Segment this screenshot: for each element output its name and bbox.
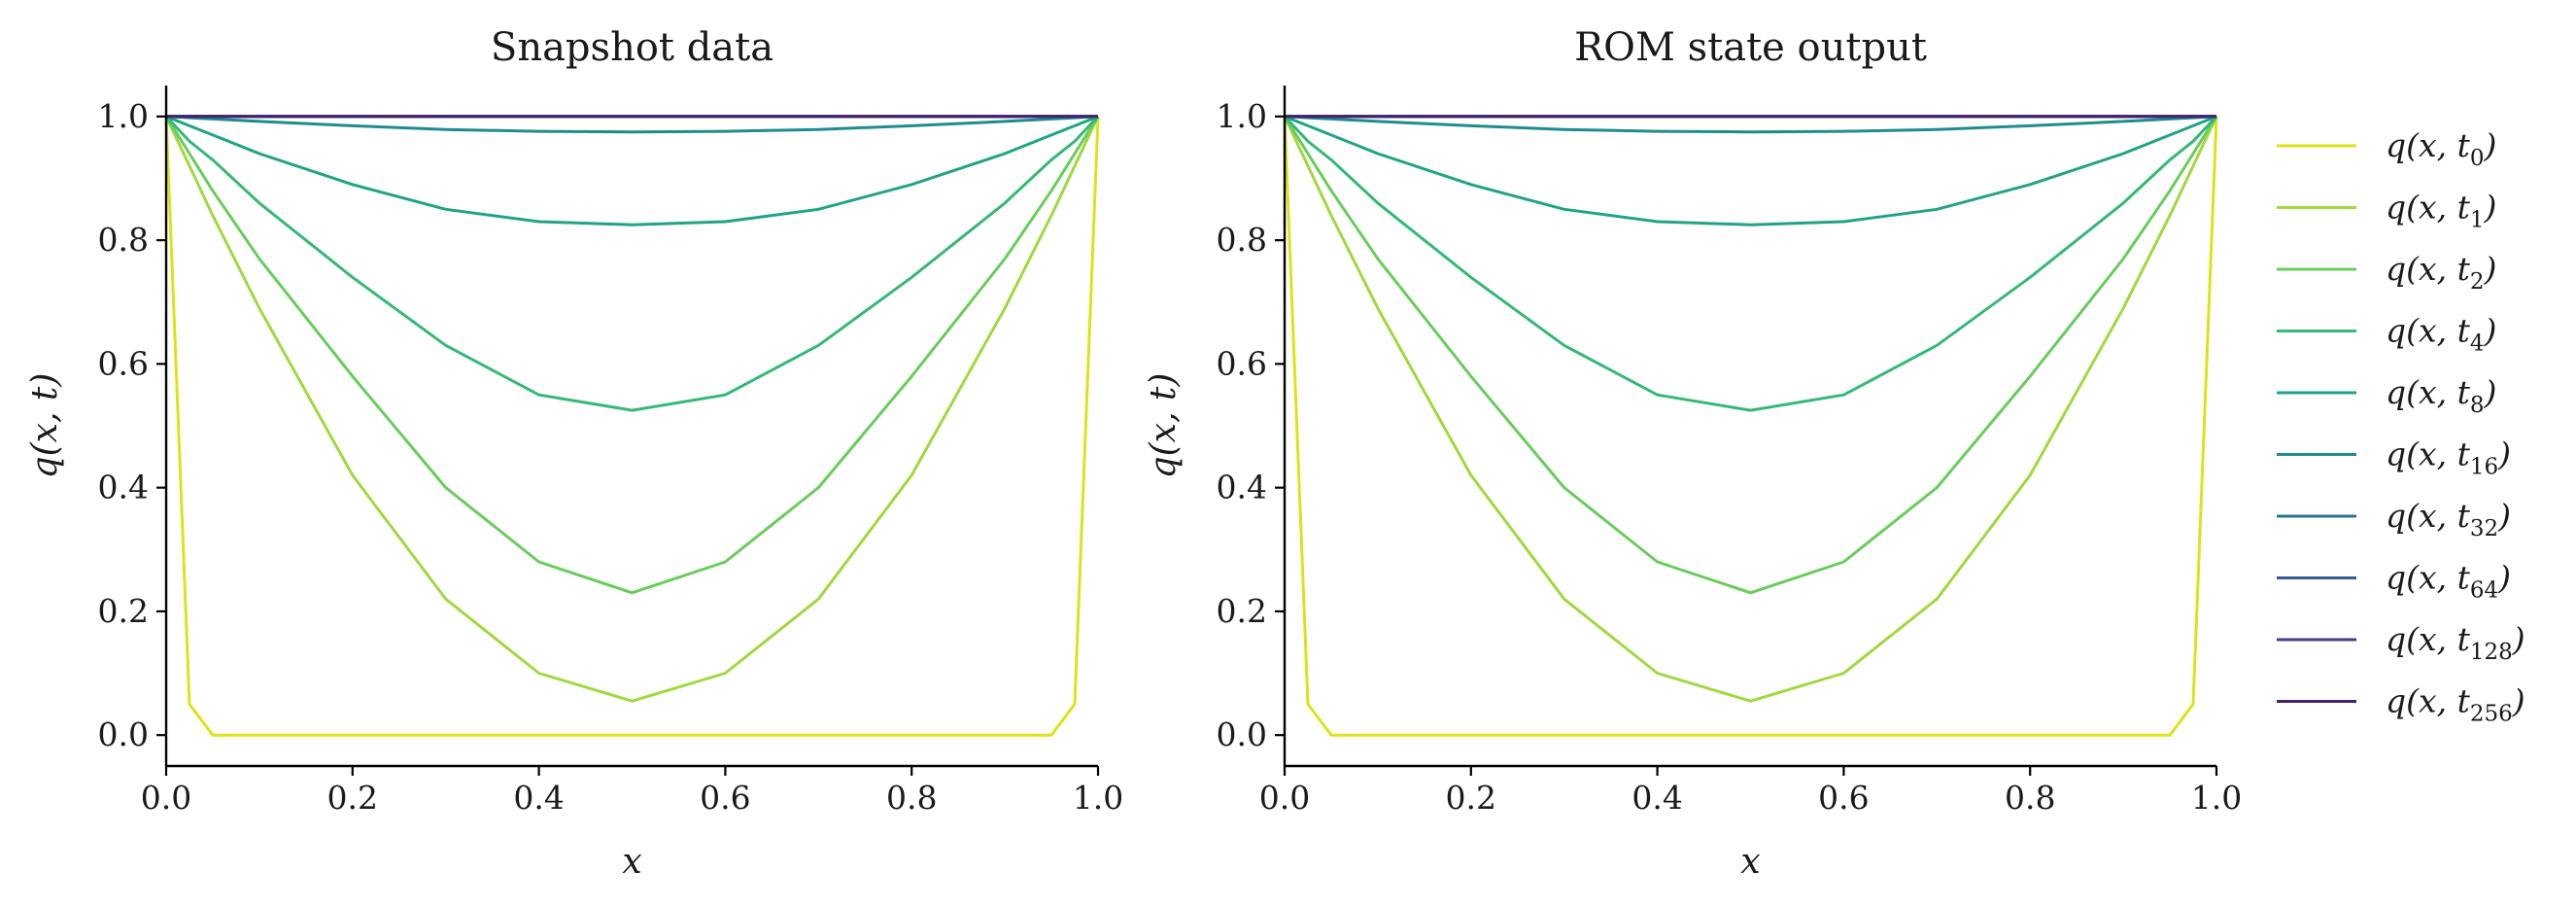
y-axis-label: q(x, t) — [25, 373, 65, 479]
y-tick-label: 0.2 — [1217, 592, 1267, 630]
y-tick-label: 0.8 — [98, 221, 149, 259]
chart-title: ROM state output — [1574, 25, 1927, 70]
series-line-t16 — [1284, 115, 2217, 134]
legend-item: q(x, t128) — [2277, 620, 2525, 665]
legend-label: q(x, t256) — [2386, 682, 2525, 727]
legend-label: q(x, t16) — [2386, 436, 2511, 480]
y-tick-label: 1.0 — [98, 97, 149, 135]
legend-label: q(x, t2) — [2386, 250, 2496, 295]
legend-label: q(x, t1) — [2386, 189, 2496, 233]
y-tick-label: 0.6 — [98, 344, 149, 382]
x-tick-label: 0.8 — [886, 779, 937, 817]
x-tick-label: 0.2 — [1446, 779, 1496, 817]
series-line-t2 — [1283, 116, 2218, 595]
y-tick-label: 0.0 — [98, 715, 149, 753]
x-tick-label: 0.6 — [700, 779, 750, 817]
legend-label: q(x, t8) — [2386, 373, 2496, 418]
series-line-t1 — [164, 116, 1100, 703]
x-axis-label: x — [622, 842, 641, 882]
y-tick-label: 0.6 — [1217, 344, 1267, 382]
x-tick-label: 0.4 — [1631, 779, 1682, 817]
x-tick-label: 0.2 — [327, 779, 378, 817]
x-tick-label: 0.8 — [2005, 779, 2055, 817]
x-tick-label: 0.6 — [1818, 779, 1869, 817]
series-line-t8 — [165, 115, 1099, 226]
series-line-t1 — [1283, 116, 2218, 703]
series-line-t0 — [164, 116, 1100, 737]
legend-item: q(x, t32) — [2277, 497, 2511, 541]
series-line-t2 — [164, 116, 1100, 595]
y-axis-label: q(x, t) — [1144, 373, 1184, 479]
legend-label: q(x, t64) — [2386, 559, 2511, 604]
legend-label: q(x, t0) — [2386, 126, 2496, 171]
x-tick-label: 0.0 — [1259, 779, 1310, 817]
legend-item: q(x, t256) — [2277, 682, 2525, 727]
y-tick-label: 0.4 — [98, 469, 149, 506]
y-tick-label: 1.0 — [1217, 97, 1267, 135]
legend-item: q(x, t16) — [2277, 436, 2511, 480]
chart-panel-1: Snapshot data 0.0 0.2 0.4 0.6 0.8 1.0 0.0 0.2 0.4… — [25, 25, 1123, 882]
y-tick-label: 0.0 — [1217, 715, 1267, 753]
x-tick-label: 0.0 — [141, 779, 191, 817]
series-line-t0 — [1283, 116, 2218, 737]
legend: q(x, t0) q(x, t1) q(x, t2) q(x, t4) q(x, t8)… — [2277, 126, 2525, 727]
legend-label: q(x, t32) — [2386, 497, 2511, 541]
series-line-t16 — [165, 115, 1099, 134]
series-line-t4 — [164, 115, 1100, 412]
legend-label: q(x, t128) — [2386, 620, 2525, 665]
legend-item: q(x, t4) — [2277, 312, 2496, 357]
x-axis-label: x — [1740, 842, 1760, 882]
chart-panel-2: ROM state output 0.0 0.2 0.4 0.6 0.8 1.0 0.0 0.2… — [1144, 25, 2242, 882]
x-tick-label: 1.0 — [1073, 779, 1123, 817]
x-tick-label: 1.0 — [2191, 779, 2242, 817]
y-tick-label: 0.8 — [1217, 221, 1267, 259]
legend-item: q(x, t0) — [2277, 126, 2496, 171]
y-tick-label: 0.2 — [98, 592, 149, 630]
legend-item: q(x, t8) — [2277, 373, 2496, 418]
legend-item: q(x, t2) — [2277, 250, 2496, 295]
chart-title: Snapshot data — [491, 25, 773, 70]
legend-label: q(x, t4) — [2386, 312, 2496, 357]
legend-item: q(x, t64) — [2277, 559, 2511, 604]
y-tick-label: 0.4 — [1217, 469, 1267, 506]
legend-item: q(x, t1) — [2277, 189, 2496, 233]
x-tick-label: 0.4 — [513, 779, 564, 817]
series-line-t8 — [1284, 115, 2217, 226]
series-line-t4 — [1283, 115, 2218, 412]
